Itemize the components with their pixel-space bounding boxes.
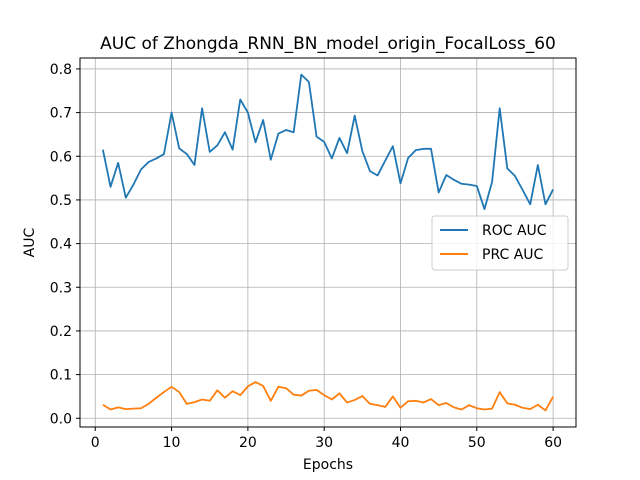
series-line-roc-auc: [102, 73, 554, 210]
x-axis-label: Epochs: [303, 457, 353, 473]
legend: ROC AUC PRC AUC: [431, 215, 569, 271]
y-tick-label: 0.3: [50, 280, 72, 296]
x-tick-label: 60: [544, 435, 562, 451]
grid-lines: [80, 58, 576, 427]
x-tick-label: 50: [468, 435, 486, 451]
y-tick-label: 0.0: [50, 411, 72, 427]
x-tick-label: 40: [392, 435, 410, 451]
y-tick-label: 0.7: [50, 106, 72, 122]
y-tick-label: 0.1: [50, 368, 72, 384]
series-layer: [102, 73, 554, 412]
plot-frame: [79, 57, 577, 428]
y-axis-ticks: 0.0 0.1 0.2 0.3 0.4 0.5 0.6 0.7 0.8: [50, 62, 80, 427]
y-tick-label: 0.2: [50, 324, 72, 340]
y-tick-label: 0.5: [50, 193, 72, 209]
y-tick-label: 0.6: [50, 149, 72, 165]
x-tick-label: 30: [315, 435, 333, 451]
x-axis-ticks: 0 10 20 30 40 50 60: [91, 427, 562, 451]
x-tick-label: 10: [163, 435, 181, 451]
legend-label-roc-auc: ROC AUC: [482, 223, 547, 239]
y-axis-label: AUC: [22, 227, 38, 257]
x-tick-label: 0: [91, 435, 100, 451]
y-tick-label: 0.4: [50, 237, 72, 253]
x-tick-label: 20: [239, 435, 257, 451]
chart-title: AUC of Zhongda_RNN_BN_model_origin_Focal…: [100, 34, 556, 54]
series-line-prc-auc: [102, 381, 554, 412]
legend-label-prc-auc: PRC AUC: [482, 247, 544, 263]
y-tick-label: 0.8: [50, 62, 72, 78]
